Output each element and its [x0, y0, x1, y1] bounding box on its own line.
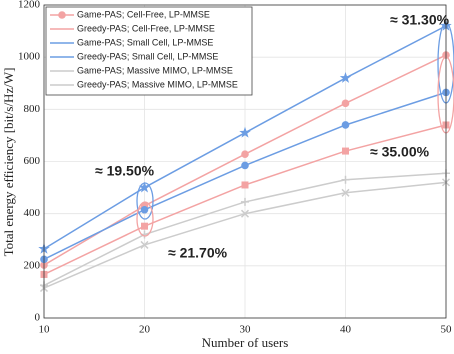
annotation: ≈ 21.70%	[168, 245, 228, 261]
marker	[241, 150, 249, 158]
marker	[342, 147, 349, 155]
x-tick-label: 20	[139, 324, 151, 336]
marker	[341, 175, 350, 184]
x-tick-label: 10	[39, 324, 51, 336]
marker	[241, 197, 249, 206]
legend-box	[45, 6, 253, 96]
marker	[140, 205, 149, 214]
x-tick-label: 30	[240, 324, 252, 336]
marker	[341, 99, 350, 108]
marker	[141, 222, 148, 230]
marker	[241, 161, 249, 170]
legend-label: Greedy-PAS; Cell-Free, LP-MMSE	[77, 23, 215, 33]
y-tick-label: 800	[24, 103, 41, 115]
marker	[138, 181, 151, 193]
plot-frame	[43, 4, 447, 319]
annotation: ≈ 31.30%	[390, 12, 450, 28]
highlight-ellipse	[136, 182, 154, 220]
y-tick-label: 600	[24, 155, 41, 167]
annotation: ≈ 19.50%	[95, 163, 155, 179]
highlight-ellipse	[136, 201, 154, 237]
legend-label: Game-PAS; Massive MIMO, LP-MMSE	[77, 65, 233, 75]
x-axis-label: Number of users	[202, 335, 289, 350]
y-tick-label: 1200	[18, 0, 41, 11]
legend-label: Game-PAS; Cell-Free, LP-MMSE	[77, 9, 210, 19]
annotation: ≈ 35.00%	[370, 144, 430, 160]
legend-label: Greedy-PAS; Small Cell, LP-MMSE	[77, 51, 218, 61]
y-tick-label: 200	[24, 259, 41, 271]
x-tick-label: 40	[340, 324, 352, 336]
marker	[339, 72, 352, 83]
y-tick-label: 1000	[18, 51, 41, 63]
y-tick-label: 0	[35, 312, 41, 324]
y-axis-label: Total energy efficiency [bit/s/Hz/W]	[1, 68, 16, 257]
marker	[58, 11, 66, 19]
legend-label: Game-PAS; Small Cell, LP-MMSE	[77, 37, 213, 47]
legend-label: Greedy-PAS; Massive MIMO, LP-MMSE	[77, 79, 238, 89]
y-tick-label: 400	[24, 207, 41, 219]
marker	[241, 181, 249, 189]
marker	[140, 240, 149, 249]
x-tick-label: 50	[441, 324, 453, 336]
marker	[240, 209, 250, 218]
marker	[341, 121, 350, 129]
marker	[239, 126, 251, 138]
marker	[341, 188, 350, 197]
